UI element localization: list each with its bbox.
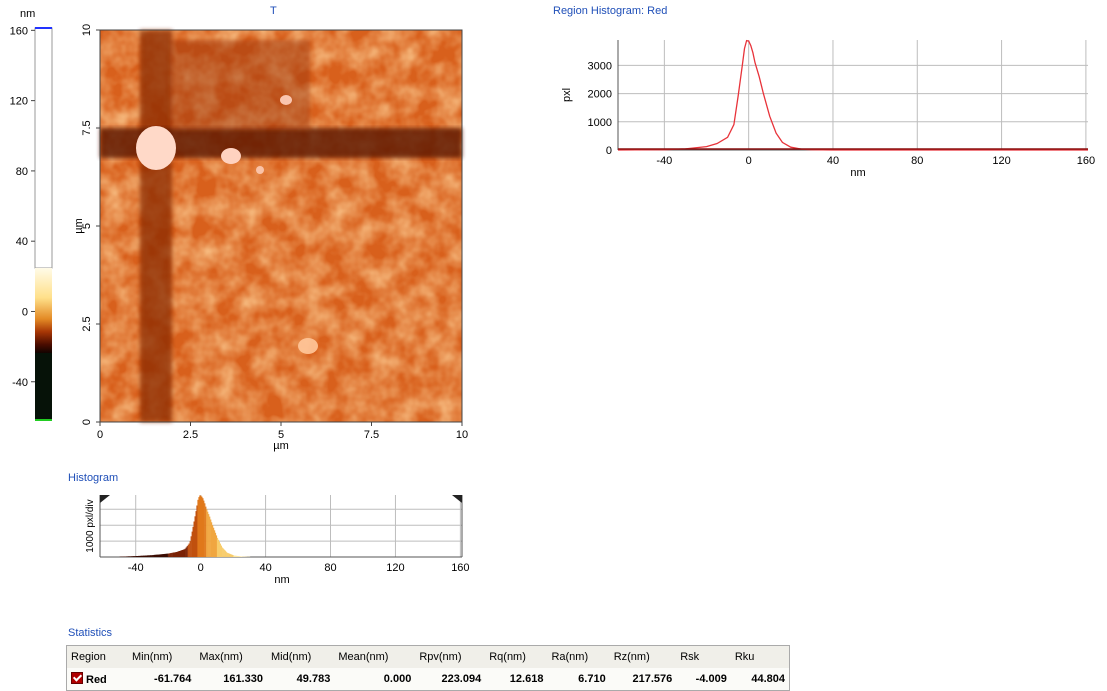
statistics-cell-value: 161.330	[195, 668, 267, 690]
histogram-x-tick-label: 160	[451, 562, 469, 574]
histogram-x-tick-label: -40	[128, 562, 144, 574]
histogram-bars	[120, 495, 251, 557]
region-histogram-x-tick-label: -40	[656, 155, 672, 167]
statistics-cell-value: 49.783	[267, 668, 334, 690]
colorbar: 160 120 80 40 0 -40	[0, 20, 60, 430]
statistics-header-region: Region	[67, 646, 128, 668]
region-histogram-chart: -40 0 40 80 120 160 0 1000 2000 3000 nm pxl	[550, 30, 1100, 190]
region-histogram-x-axis-label: nm	[850, 167, 865, 179]
region-histogram-x-tick-label: 40	[827, 155, 839, 167]
statistics-cell-value: 12.618	[485, 668, 547, 690]
image-x-tick-label: 2.5	[183, 429, 198, 441]
region-histogram-series-line	[618, 41, 1088, 150]
region-histogram-y-tick-label: 2000	[588, 89, 612, 101]
image-y-tick-label: 7.5	[81, 120, 93, 135]
statistics-header-mean-nm: Mean(nm)	[334, 646, 415, 668]
image-y-axis-label: µm	[73, 218, 85, 234]
histogram-x-tick-label: 120	[386, 562, 404, 574]
image-y-tick-label: 10	[81, 24, 93, 36]
histogram-chart: -40 0 40 80 120 160 nm 1000 pxl/div	[60, 485, 480, 595]
histogram-x-tick-label: 80	[324, 562, 336, 574]
statistics-cell-value: 223.094	[415, 668, 485, 690]
statistics-cell-region[interactable]: Red	[67, 668, 128, 690]
image-x-tick-label: 0	[97, 429, 103, 441]
image-title: T	[270, 5, 277, 17]
histogram-min-marker[interactable]	[100, 495, 110, 503]
colorbar-unit: nm	[20, 8, 35, 20]
statistics-header-rq-nm: Rq(nm)	[485, 646, 547, 668]
region-histogram-y-tick-label: 1000	[588, 117, 612, 129]
statistics-cell-value: 6.710	[547, 668, 609, 690]
histogram-x-tick-label: 40	[259, 562, 271, 574]
statistics-header-ra-nm: Ra(nm)	[547, 646, 609, 668]
statistics-cell-value: -4.009	[676, 668, 731, 690]
region-visible-checkbox[interactable]	[71, 672, 83, 684]
region-histogram-x-tick-label: 0	[746, 155, 752, 167]
image-y-tick-label: 2.5	[81, 316, 93, 331]
colorbar-tick-label: 160	[10, 25, 28, 37]
colorbar-tick-label: 80	[16, 166, 28, 178]
statistics-header-rsk: Rsk	[676, 646, 731, 668]
statistics-header-rpv-nm: Rpv(nm)	[415, 646, 485, 668]
image-x-tick-label: 7.5	[364, 429, 379, 441]
image-x-axis-label: µm	[273, 440, 289, 452]
statistics-cell-value: -61.764	[128, 668, 195, 690]
colorbar-tick-label: 120	[10, 96, 28, 108]
image-y-tick-label: 0	[81, 419, 93, 425]
region-histogram-y-tick-label: 3000	[588, 60, 612, 72]
region-histogram-x-tick-label: 80	[911, 155, 923, 167]
statistics-header-min-nm: Min(nm)	[128, 646, 195, 668]
afm-height-map	[100, 30, 462, 422]
histogram-y-axis-label: 1000 pxl/div	[85, 499, 96, 552]
statistics-cell-value: 217.576	[610, 668, 677, 690]
region-histogram-y-tick-label: 0	[606, 145, 612, 157]
statistics-header-mid-nm: Mid(nm)	[267, 646, 334, 668]
statistics-header-rz-nm: Rz(nm)	[610, 646, 677, 668]
image-x-tick-label: 10	[456, 429, 468, 441]
statistics-region-label: Red	[86, 674, 107, 686]
histogram-max-marker[interactable]	[452, 495, 462, 503]
colorbar-tick-label: 40	[16, 236, 28, 248]
statistics-header-rku: Rku	[731, 646, 789, 668]
region-histogram-x-tick-label: 120	[992, 155, 1010, 167]
statistics-cell-value: 44.804	[731, 668, 789, 690]
colorbar-tick-label: 0	[22, 306, 28, 318]
histogram-x-axis-label: nm	[274, 574, 289, 586]
histogram-x-tick-label: 0	[198, 562, 204, 574]
region-histogram-x-tick-label: 160	[1077, 155, 1095, 167]
region-histogram-y-axis-label: pxl	[561, 88, 573, 102]
histogram-title: Histogram	[68, 472, 118, 484]
statistics-title: Statistics	[68, 627, 112, 639]
statistics-cell-value: 0.000	[334, 668, 415, 690]
region-histogram-title: Region Histogram: Red	[553, 5, 667, 17]
colorbar-tick-label: -40	[12, 377, 28, 389]
statistics-header-max-nm: Max(nm)	[195, 646, 267, 668]
